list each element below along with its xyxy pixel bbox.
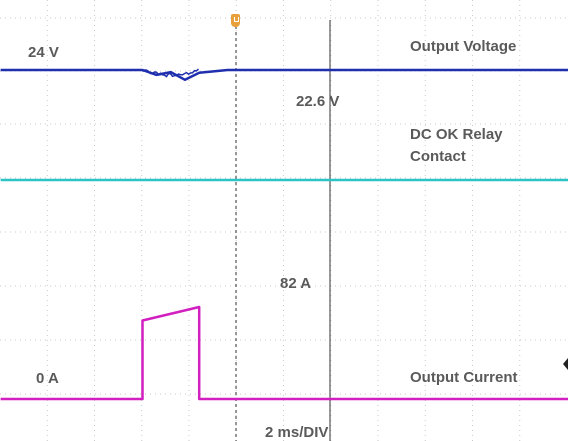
dc-ok-legend-line1: DC OK Relay	[410, 126, 503, 143]
traces	[1, 69, 568, 399]
current-peak-label: 82 A	[280, 275, 311, 292]
voltage-level-label: 24 V	[28, 44, 59, 61]
current-zero-label: 0 A	[36, 370, 59, 387]
output-current-legend: Output Current	[410, 369, 517, 386]
timebase-label: 2 ms/DIV	[265, 424, 328, 441]
right-edge-marker	[563, 358, 568, 370]
trigger-marker-icon	[231, 14, 240, 27]
dc-ok-legend-line2: Contact	[410, 148, 466, 165]
voltage-dip-label: 22.6 V	[296, 93, 339, 110]
output-voltage-legend: Output Voltage	[410, 38, 516, 55]
